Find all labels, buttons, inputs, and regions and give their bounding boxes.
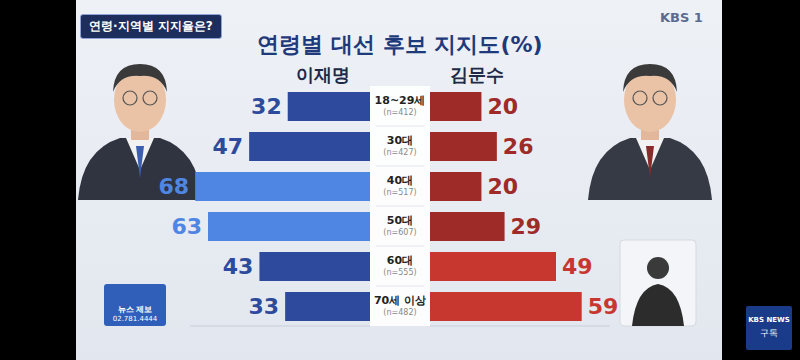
html-text:김문수: 김문수 — [450, 64, 504, 85]
html-text:(n=427): (n=427) — [383, 147, 417, 157]
html-text:뉴스 제보: 뉴스 제보 — [117, 305, 153, 314]
html-text:(n=482): (n=482) — [383, 307, 417, 317]
html-text:50대: 50대 — [386, 214, 414, 228]
svg-text:43: 43 — [223, 254, 254, 279]
svg-text:29: 29 — [511, 214, 542, 239]
svg-text:63: 63 — [171, 214, 202, 239]
svg-text:33: 33 — [249, 294, 280, 319]
html-text:40대: 40대 — [386, 174, 414, 188]
html-text:구독: 구독 — [760, 328, 778, 338]
html-text:(n=517): (n=517) — [383, 187, 417, 197]
svg-text:32: 32 — [251, 94, 282, 119]
svg-text:26: 26 — [503, 134, 534, 159]
svg-text:47: 47 — [213, 134, 244, 159]
html-text:연령별 대선 후보 지지도(%): 연령별 대선 후보 지지도(%) — [257, 32, 543, 57]
svg-text:68: 68 — [159, 174, 190, 199]
html-text:연령·지역별 지지율은?: 연령·지역별 지지율은? — [89, 19, 213, 33]
svg-text:59: 59 — [588, 294, 619, 319]
html-text:이재명: 이재명 — [296, 64, 350, 85]
html-text:(n=555): (n=555) — [383, 267, 417, 277]
html-text:30대: 30대 — [386, 134, 414, 148]
svg-text:49: 49 — [562, 254, 593, 279]
html-text:(n=607): (n=607) — [383, 227, 417, 237]
html-text:(n=412): (n=412) — [383, 107, 417, 117]
html-text:02.781.4444: 02.781.4444 — [112, 315, 158, 323]
html-text:70세 이상: 70세 이상 — [373, 294, 427, 308]
html-text:KBS NEWS: KBS NEWS — [748, 316, 790, 324]
svg-text:20: 20 — [487, 94, 518, 119]
svg-text:20: 20 — [487, 174, 518, 199]
html-text:KBS 1: KBS 1 — [660, 10, 703, 25]
html-text:18~29세: 18~29세 — [374, 94, 426, 108]
html-text:60대: 60대 — [386, 254, 414, 268]
